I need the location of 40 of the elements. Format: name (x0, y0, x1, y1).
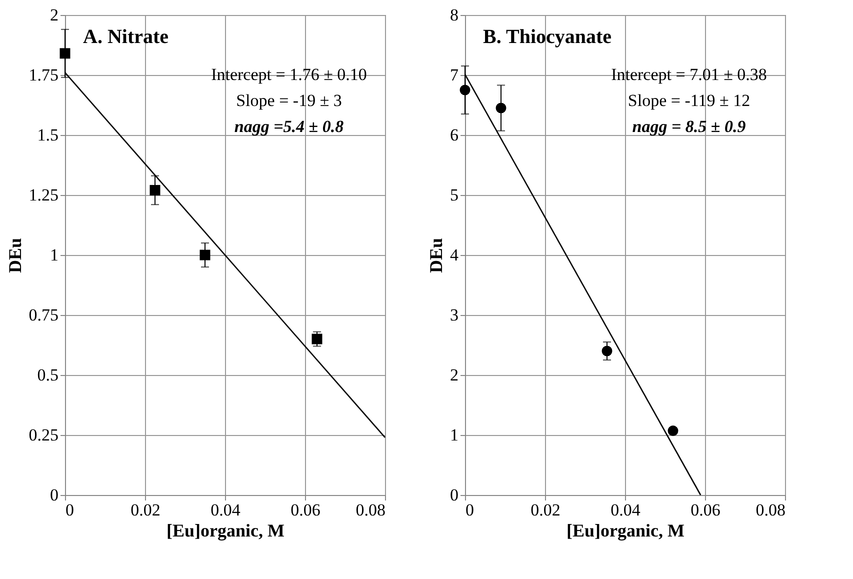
y-tick-label: 4 (450, 246, 459, 264)
y-tick-label: 2 (50, 6, 58, 24)
x-tick-label: 0.02 (130, 500, 160, 520)
y-tick-label: 1 (450, 426, 458, 444)
y-tick-label: 7 (450, 66, 459, 84)
y-axis-title: DEu (426, 238, 446, 274)
y-tick-label: 1.5 (37, 126, 58, 144)
y-tick-label: 1 (50, 246, 58, 264)
x-axis-title: [Eu]organic, M (166, 520, 285, 540)
y-tick-label: 0.25 (28, 426, 58, 444)
text: B. Thiocyanate (483, 26, 612, 48)
y-tick-label: 0 (50, 486, 58, 504)
annotation: Intercept = 7.01 ± 0.38 (611, 65, 767, 84)
y-tick-label: 1.25 (28, 186, 58, 204)
y-tick-label: 0.5 (37, 366, 58, 384)
y-axis-title: DEu (4, 238, 25, 274)
y-tick-label: 6 (450, 126, 458, 144)
y-tick-label: 2 (450, 366, 458, 384)
x-tick-label: 0.02 (530, 500, 560, 520)
annotation: Slope = -19 ± 3 (236, 91, 342, 110)
x-tick-label: 0.08 (356, 500, 386, 520)
annotation: nagg = 8.5 ± 0.9 (632, 117, 746, 136)
y-tick-label: 3 (450, 306, 458, 324)
x-tick-label: 0.04 (610, 500, 641, 520)
x-tick-label: 0.06 (290, 500, 320, 520)
x-axis-title: [Eu]organic, M (566, 520, 685, 540)
x-tick-label: 0.06 (690, 500, 720, 520)
y-tick-label: 0.75 (28, 306, 58, 324)
y-tick-label: 1.75 (28, 66, 58, 84)
y-tick-label: 5 (450, 186, 458, 204)
text: A. Nitrate (83, 26, 169, 48)
x-tick-label: 0 (466, 500, 474, 520)
annotation: nagg =5.4 ± 0.8 (234, 117, 344, 136)
x-tick-label: 0 (66, 500, 74, 520)
y-tick-label: 0 (450, 486, 458, 504)
y-tick-label: 8 (450, 6, 458, 24)
x-tick-label: 0.04 (210, 500, 241, 520)
annotation: Intercept = 1.76 ± 0.10 (211, 65, 367, 84)
x-tick-label: 0.08 (756, 500, 786, 520)
annotation: Slope = -119 ± 12 (628, 91, 750, 110)
